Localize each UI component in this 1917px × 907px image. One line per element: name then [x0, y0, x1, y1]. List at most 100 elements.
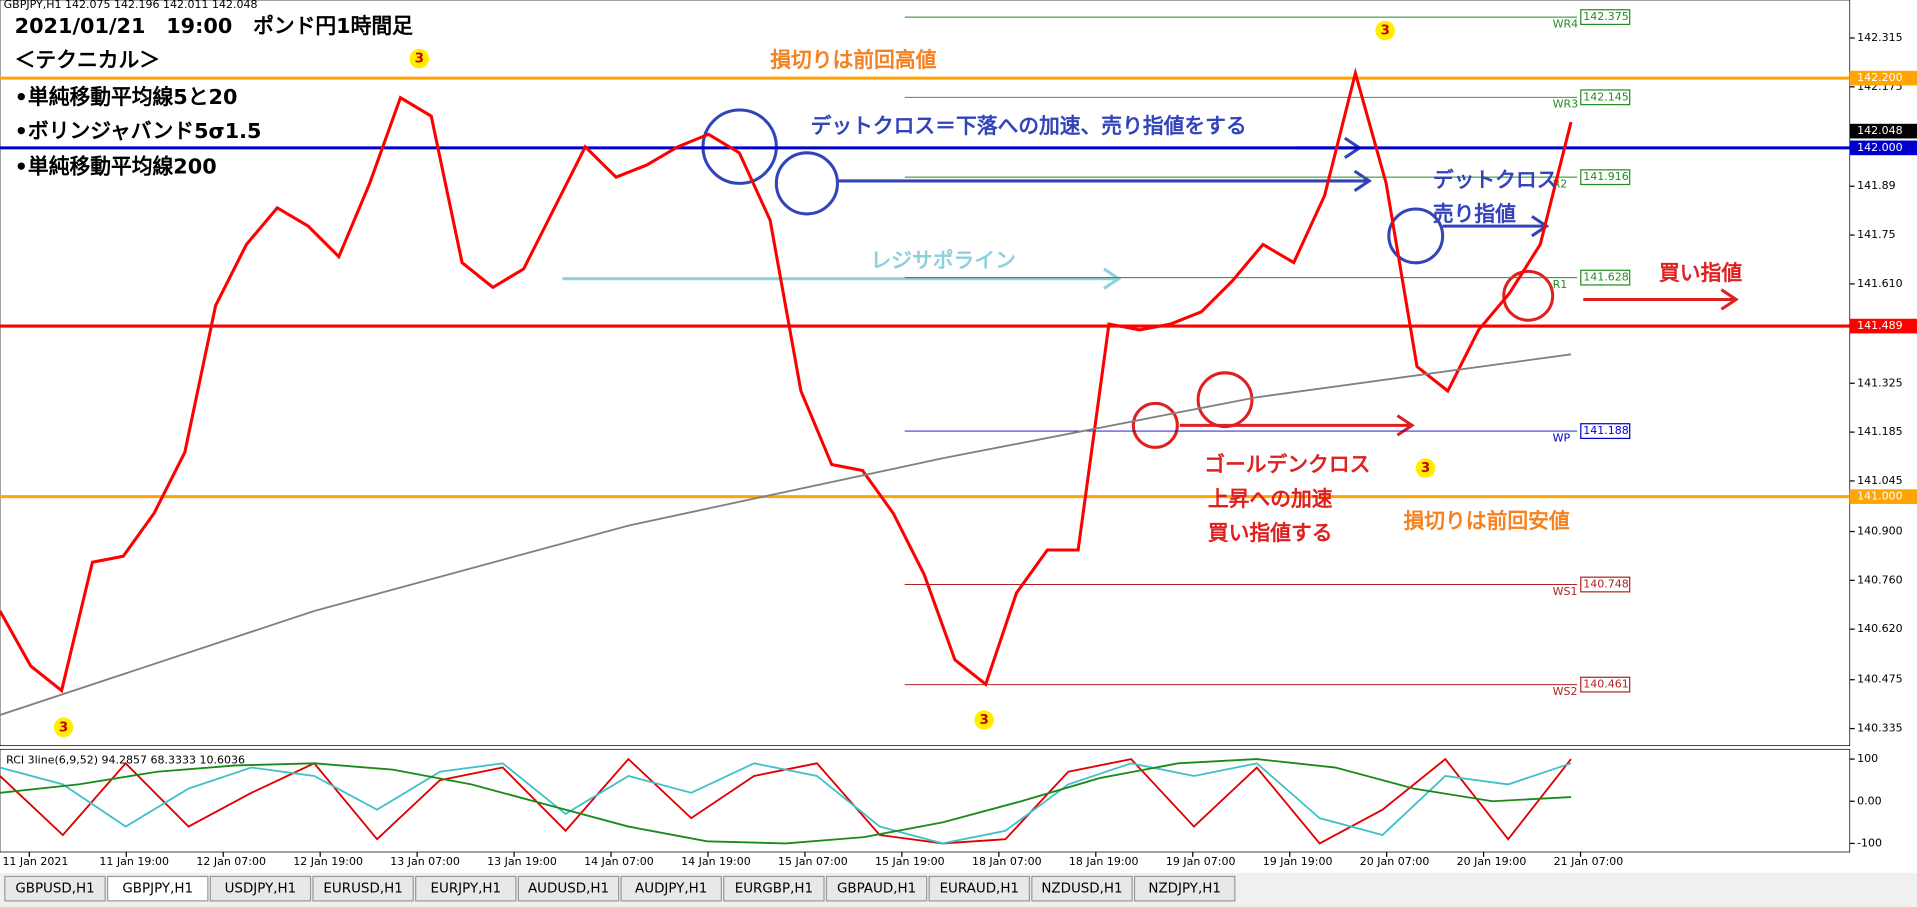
x-tick-label: 15 Jan 19:00: [875, 855, 945, 868]
annotation: デットクロス＝下落への加速、売り指値をする: [811, 114, 1247, 138]
tab[interactable]: [1133, 875, 1236, 902]
level-label: 141.489: [1857, 319, 1903, 332]
note: •単純移動平均線200: [15, 154, 217, 178]
main-panel: [0, 0, 1851, 747]
chart-title: 2021/01/21 19:00 ポンド円1時間足: [15, 14, 413, 38]
x-tick-label: 20 Jan 19:00: [1457, 855, 1527, 868]
y-tick-label: 100: [1857, 752, 1878, 765]
x-tick-label: 14 Jan 07:00: [584, 855, 654, 868]
note: ＜テクニカル＞: [15, 48, 160, 72]
fractal-label: 3: [1380, 24, 1389, 39]
series-line: [0, 758, 1572, 845]
y-tick-label: 0.00: [1857, 794, 1882, 807]
annotation: 売り指値: [1433, 202, 1516, 226]
y-tick-label: 141.325: [1857, 376, 1903, 389]
level-box: [1849, 70, 1917, 86]
x-tick-label: 13 Jan 19:00: [487, 855, 557, 868]
pivot-label: 142.375: [1583, 10, 1629, 23]
tab[interactable]: [4, 875, 106, 902]
level-label: 141.000: [1857, 490, 1903, 503]
tab[interactable]: [723, 875, 825, 902]
pivot-name: WP: [1553, 431, 1571, 444]
fractal-marker: [409, 48, 430, 69]
tab-label[interactable]: NZDJPY,H1: [1148, 882, 1221, 897]
level-label: 142.000: [1857, 141, 1903, 154]
last-price-box: [1849, 123, 1917, 139]
circle: [774, 151, 839, 216]
y-tick-label: -100: [1857, 836, 1882, 849]
level-label: 142.200: [1857, 71, 1903, 84]
y-tick-label: 141.045: [1857, 474, 1903, 487]
x-tick-label: 11 Jan 2021: [2, 855, 68, 868]
note: •単純移動平均線5と20: [15, 85, 238, 109]
tab[interactable]: [517, 875, 620, 902]
pivot-name: WS1: [1553, 585, 1578, 598]
fractal-label: 3: [59, 720, 68, 735]
x-tick-label: 18 Jan 19:00: [1069, 855, 1139, 868]
y-tick-label: 141.75: [1857, 228, 1896, 241]
x-tick-label: 12 Jan 19:00: [293, 855, 363, 868]
y-tick-label: 141.185: [1857, 425, 1903, 438]
tab-label[interactable]: GBPJPY,H1: [122, 882, 193, 897]
tab-label[interactable]: EURJPY,H1: [431, 882, 502, 897]
circle: [1387, 207, 1445, 265]
arrow: [1179, 414, 1415, 437]
pivot-box: [1580, 89, 1631, 106]
tab-label[interactable]: EURUSD,H1: [323, 882, 402, 897]
tab[interactable]: [106, 875, 209, 902]
tab-label[interactable]: GBPAUD,H1: [837, 882, 916, 897]
tab-label[interactable]: EURGBP,H1: [735, 882, 813, 897]
x-tick-label: 11 Jan 19:00: [99, 855, 169, 868]
pivot-label: 141.188: [1583, 424, 1629, 437]
tab[interactable]: [1031, 875, 1133, 902]
x-tick-label: 21 Jan 07:00: [1554, 855, 1624, 868]
tab[interactable]: [312, 875, 414, 902]
series-line: [0, 353, 1572, 716]
tab[interactable]: [928, 875, 1031, 902]
annotation: 損切りは前回高値: [770, 48, 936, 72]
tab-label[interactable]: USDJPY,H1: [225, 882, 297, 897]
pivot-label: 140.748: [1583, 578, 1629, 591]
pivot-label: 142.145: [1583, 90, 1629, 103]
last-price-label: 142.048: [1857, 124, 1903, 137]
fractal-marker: [974, 710, 994, 730]
x-tick-label: 12 Jan 07:00: [196, 855, 266, 868]
fractal-marker: [1375, 20, 1395, 41]
tab[interactable]: [620, 875, 722, 902]
annotation: 買い指値する: [1208, 521, 1333, 545]
y-tick-label: 140.760: [1857, 573, 1903, 586]
pivot-name: WS2: [1553, 685, 1578, 698]
tab[interactable]: [415, 875, 517, 902]
series-line: [0, 762, 1572, 845]
arrow: [837, 169, 1373, 192]
y-tick-label: 140.475: [1857, 673, 1903, 686]
tab[interactable]: [209, 875, 312, 902]
x-tick-label: 13 Jan 07:00: [390, 855, 460, 868]
arrow: [562, 267, 1122, 290]
rci-title: RCI 3line(6,9,52) 94.2857 68.3333 10.603…: [6, 753, 245, 766]
tab-label[interactable]: NZDUSD,H1: [1041, 882, 1122, 897]
y-tick-label: 140.900: [1857, 525, 1903, 538]
fractal-label: 3: [1421, 461, 1430, 476]
y-tick-label: 141.89: [1857, 179, 1896, 192]
pivot-box: [1580, 676, 1631, 693]
level-box: [1849, 318, 1917, 334]
arrow: [1583, 288, 1739, 311]
pivot-label: 140.461: [1583, 678, 1629, 691]
tab-label[interactable]: EURAUD,H1: [940, 882, 1019, 897]
pivot-label: 141.916: [1583, 170, 1629, 183]
x-tick-label: 18 Jan 07:00: [972, 855, 1042, 868]
pivot-name: WR4: [1553, 17, 1579, 30]
tab-label[interactable]: AUDJPY,H1: [635, 882, 707, 897]
tab[interactable]: [825, 875, 928, 902]
pivot-label: 141.628: [1583, 271, 1629, 284]
x-tick-label: 19 Jan 07:00: [1166, 855, 1236, 868]
tab-label[interactable]: AUDUSD,H1: [528, 882, 609, 897]
annotation: デットクロス: [1433, 168, 1558, 192]
fractal-label: 3: [415, 52, 424, 67]
tab-label[interactable]: GBPUSD,H1: [15, 882, 94, 897]
y-tick-label: 142.315: [1857, 31, 1903, 44]
pivot-name: R1: [1553, 278, 1568, 291]
